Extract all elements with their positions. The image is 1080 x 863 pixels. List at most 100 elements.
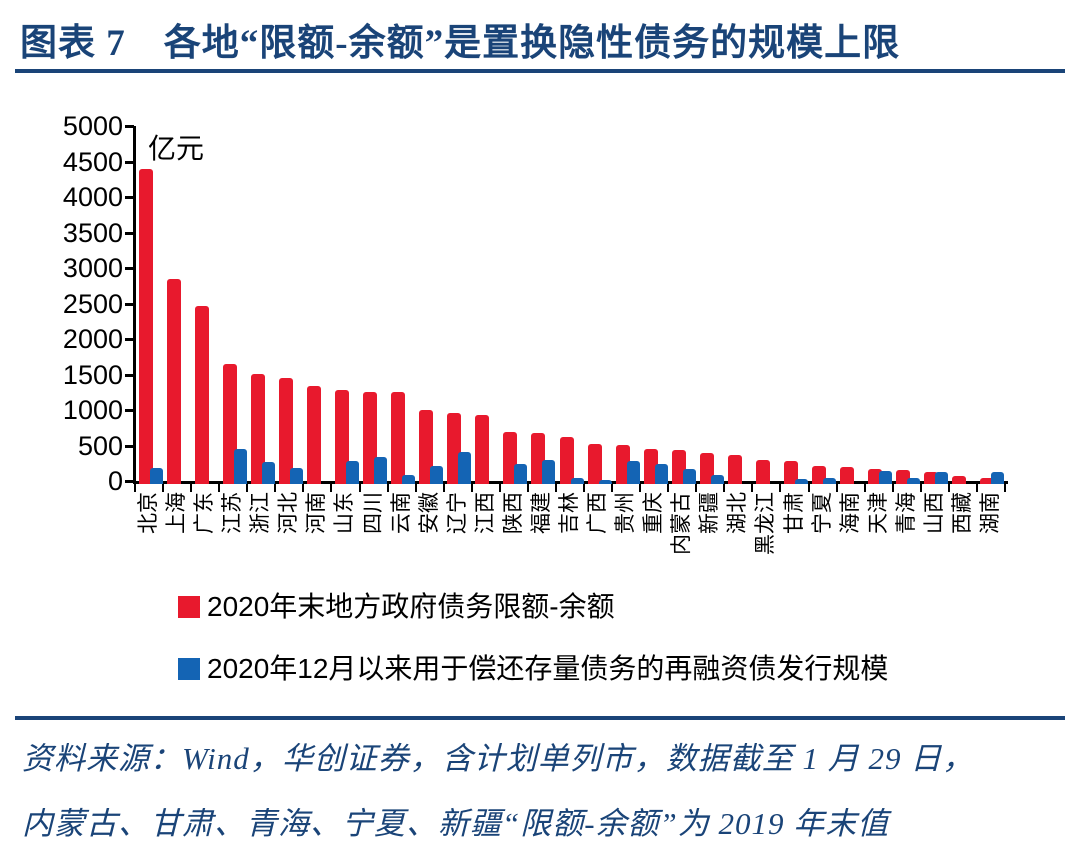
red-bar — [896, 469, 911, 484]
red-bar — [643, 448, 658, 484]
blue-bar — [374, 457, 388, 484]
x-axis-category-label: 内蒙古 — [670, 492, 694, 555]
y-axis-tick-label: 0 — [107, 466, 123, 496]
y-axis-tick — [125, 160, 134, 164]
x-axis-tick — [919, 484, 922, 492]
x-axis-category-label: 新疆 — [698, 492, 722, 534]
x-axis-tick — [667, 484, 670, 492]
blue-bar — [458, 452, 472, 484]
y-axis-tick — [125, 302, 134, 306]
x-axis-tick — [162, 484, 165, 492]
red-bar — [812, 466, 827, 484]
x-axis-tick — [554, 484, 557, 492]
y-axis-tick — [125, 373, 134, 377]
y-axis-tick — [125, 338, 134, 341]
legend-swatch-red — [178, 596, 200, 618]
red-bar — [250, 373, 265, 484]
x-axis-tick — [779, 484, 782, 492]
source-note-line1: 资料来源：Wind，华创证券，含计划单列市，数据截至 1 月 29 日， — [22, 741, 975, 776]
red-bar — [166, 278, 181, 484]
blue-bar — [626, 461, 640, 484]
x-axis-category-label: 安徽 — [417, 492, 441, 534]
title-divider-rule — [15, 69, 1065, 73]
red-bar — [980, 477, 995, 484]
y-axis-tick-label: 1500 — [62, 359, 123, 390]
x-axis-category-label: 浙江 — [249, 492, 273, 534]
y-axis-tick — [125, 444, 134, 448]
red-bar — [727, 454, 742, 484]
red-bar — [840, 466, 855, 484]
y-axis-line — [133, 126, 136, 484]
y-axis-tick — [125, 409, 134, 412]
x-axis-category-label: 湖南 — [978, 492, 1002, 534]
x-axis-category-label: 四川 — [361, 492, 385, 534]
x-axis-category-label: 江苏 — [221, 492, 245, 534]
blue-bar — [542, 460, 556, 484]
x-axis-tick — [470, 484, 473, 492]
x-axis-tick — [414, 484, 417, 492]
blue-bar — [149, 467, 163, 484]
x-axis-tick — [863, 484, 866, 492]
source-note-line2: 内蒙古、甘肃、青海、宁夏、新疆“限额-余额”为 2019 年末值 — [22, 806, 890, 841]
x-axis-tick — [695, 484, 698, 492]
red-bar — [868, 469, 883, 484]
x-axis-tick — [442, 484, 445, 492]
blue-bar — [430, 465, 444, 484]
x-axis-tick — [526, 484, 529, 492]
red-bar — [222, 364, 237, 484]
red-bar — [587, 443, 602, 484]
legend-swatch-blue — [178, 658, 200, 680]
red-bar — [671, 450, 686, 484]
x-axis-tick — [302, 484, 305, 492]
y-axis-tick-label: 4000 — [62, 182, 123, 212]
y-axis-tick-label: 2500 — [62, 288, 123, 319]
y-axis-tick-label: 3000 — [62, 253, 123, 283]
blue-bar — [598, 479, 612, 484]
red-bar — [531, 433, 546, 484]
y-axis-tick-label: 5000 — [62, 111, 123, 141]
blue-bar — [879, 471, 893, 484]
red-bar — [952, 475, 967, 484]
x-axis-tick — [975, 484, 978, 492]
x-axis-tick — [639, 484, 642, 492]
y-axis-tick-label: 4500 — [62, 146, 123, 177]
blue-bar — [654, 463, 668, 484]
x-axis-category-label: 甘肃 — [782, 492, 806, 534]
y-axis-tick-label: 2000 — [62, 324, 123, 354]
x-axis-tick — [723, 484, 726, 492]
chart-title: 图表 7 各地“限额-余额”是置换隐性债务的规模上限 — [20, 23, 901, 64]
x-axis-category-label: 广西 — [586, 492, 610, 534]
y-axis-tick — [125, 125, 134, 128]
red-bar — [278, 378, 293, 484]
blue-bar — [795, 479, 809, 484]
x-axis-category-label: 辽宁 — [445, 492, 469, 534]
red-bar — [334, 389, 349, 484]
blue-bar — [261, 462, 275, 484]
red-bar — [419, 410, 434, 484]
red-bar — [784, 461, 799, 484]
x-axis-tick — [611, 484, 614, 492]
red-bar — [755, 459, 770, 484]
x-axis-tick — [891, 484, 894, 492]
red-bar — [194, 305, 209, 484]
y-axis-tick — [125, 267, 134, 270]
blue-bar — [289, 468, 303, 484]
x-axis-tick — [386, 484, 389, 492]
x-axis-category-label: 黑龙江 — [754, 492, 778, 555]
y-axis-tick — [125, 196, 134, 199]
red-bar — [138, 169, 153, 484]
blue-bar — [935, 472, 949, 484]
x-axis-category-label: 重庆 — [642, 492, 666, 534]
blue-bar — [907, 477, 921, 484]
y-axis-tick-label: 1000 — [62, 395, 123, 425]
x-axis-tick — [218, 484, 221, 492]
x-axis-tick — [330, 484, 333, 492]
footer-divider-rule — [15, 716, 1065, 720]
x-axis-category-label: 天津 — [866, 492, 890, 534]
red-bar — [363, 391, 378, 484]
legend-label-red: 2020年末地方政府债务限额-余额 — [207, 591, 615, 622]
x-axis-tick — [190, 484, 193, 492]
x-axis-tick — [358, 484, 361, 492]
legend-label-blue: 2020年12月以来用于偿还存量债务的再融资债发行规模 — [207, 653, 889, 684]
